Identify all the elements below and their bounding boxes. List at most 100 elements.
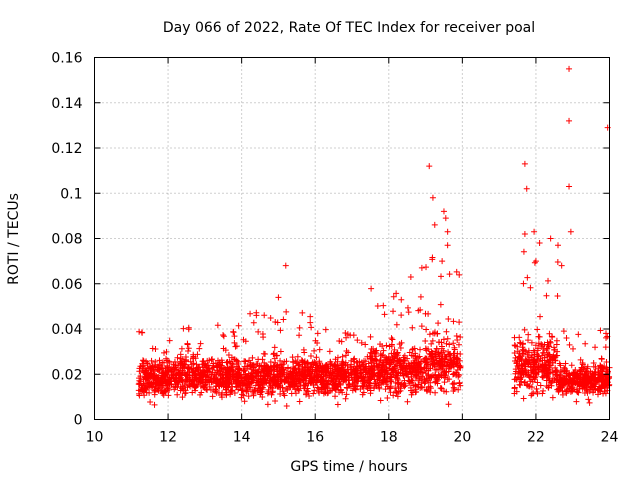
data-point bbox=[382, 386, 389, 393]
data-point bbox=[312, 337, 319, 344]
data-point bbox=[543, 377, 550, 384]
data-point bbox=[530, 347, 537, 354]
data-point bbox=[400, 372, 407, 379]
data-point bbox=[179, 362, 186, 369]
data-point bbox=[596, 383, 603, 390]
data-point bbox=[299, 366, 306, 373]
data-point bbox=[428, 340, 435, 347]
data-point bbox=[445, 316, 452, 322]
data-point bbox=[427, 353, 434, 360]
data-point bbox=[243, 382, 250, 389]
y-axis-label: ROTI / TECUs bbox=[6, 193, 22, 285]
data-point bbox=[234, 375, 241, 382]
data-point bbox=[375, 361, 382, 368]
data-point bbox=[437, 385, 444, 392]
data-point bbox=[217, 376, 224, 383]
data-point bbox=[296, 324, 303, 331]
data-point bbox=[394, 352, 401, 359]
data-point bbox=[213, 378, 220, 385]
data-point bbox=[374, 302, 381, 309]
data-point bbox=[418, 264, 425, 271]
data-point bbox=[342, 395, 349, 402]
data-point bbox=[251, 386, 258, 393]
data-point bbox=[566, 117, 573, 124]
data-point bbox=[148, 357, 155, 364]
x-tick-label: 14 bbox=[233, 430, 251, 446]
data-point bbox=[514, 348, 521, 355]
data-point bbox=[598, 356, 605, 363]
data-point bbox=[402, 382, 409, 389]
data-point bbox=[558, 262, 565, 269]
data-point bbox=[171, 358, 178, 365]
data-point bbox=[404, 304, 411, 311]
data-point bbox=[253, 379, 260, 386]
data-point bbox=[283, 358, 290, 365]
data-point bbox=[398, 312, 405, 319]
data-point bbox=[295, 386, 302, 393]
data-point bbox=[523, 381, 530, 388]
data-point bbox=[446, 271, 453, 278]
data-point bbox=[552, 371, 559, 378]
data-point bbox=[370, 367, 377, 374]
data-point bbox=[422, 338, 429, 345]
data-point bbox=[590, 359, 597, 366]
data-point bbox=[258, 388, 265, 395]
data-point bbox=[577, 380, 584, 387]
data-point bbox=[260, 373, 267, 380]
data-point bbox=[145, 365, 152, 372]
data-point bbox=[439, 258, 446, 265]
x-tick-label: 12 bbox=[159, 430, 177, 446]
data-point bbox=[198, 389, 205, 396]
data-point bbox=[334, 401, 341, 408]
data-point bbox=[350, 356, 357, 363]
data-point bbox=[277, 327, 284, 334]
data-point bbox=[595, 369, 602, 376]
data-point bbox=[530, 358, 537, 365]
data-point bbox=[592, 344, 599, 351]
data-point bbox=[562, 360, 569, 367]
data-point bbox=[527, 363, 534, 370]
data-point bbox=[238, 391, 245, 398]
data-point bbox=[188, 365, 195, 372]
x-tick-label: 16 bbox=[306, 430, 324, 446]
y-tick-label: 0 bbox=[74, 413, 83, 429]
data-point bbox=[443, 328, 450, 335]
data-point bbox=[326, 348, 333, 355]
y-tick-label: 0.04 bbox=[51, 322, 82, 338]
data-point bbox=[165, 392, 172, 399]
data-point bbox=[337, 374, 344, 381]
data-point bbox=[190, 353, 197, 360]
data-point bbox=[455, 373, 462, 380]
data-point bbox=[196, 345, 203, 352]
data-point bbox=[518, 361, 525, 368]
data-point bbox=[261, 376, 268, 383]
data-point bbox=[431, 362, 438, 369]
data-point bbox=[307, 352, 314, 359]
data-point bbox=[344, 331, 351, 338]
data-point bbox=[386, 360, 393, 367]
data-point bbox=[308, 324, 315, 331]
data-point bbox=[380, 347, 387, 354]
data-point bbox=[426, 163, 433, 170]
data-point bbox=[271, 364, 278, 371]
data-point bbox=[219, 381, 226, 388]
data-point bbox=[537, 382, 544, 389]
data-point bbox=[191, 371, 198, 378]
data-point bbox=[390, 392, 397, 399]
y-tick-label: 0.02 bbox=[51, 367, 82, 383]
data-point bbox=[588, 383, 595, 390]
data-point bbox=[541, 341, 548, 348]
data-point bbox=[234, 380, 241, 387]
data-point bbox=[404, 398, 411, 405]
data-point bbox=[377, 369, 384, 376]
data-point bbox=[422, 345, 429, 352]
data-point bbox=[294, 375, 301, 382]
data-point bbox=[271, 350, 278, 357]
data-point bbox=[536, 240, 543, 247]
data-point bbox=[280, 366, 287, 373]
data-point bbox=[308, 368, 315, 375]
data-point bbox=[363, 384, 370, 391]
data-point bbox=[179, 370, 186, 377]
data-point bbox=[524, 274, 531, 281]
data-point bbox=[139, 357, 146, 364]
